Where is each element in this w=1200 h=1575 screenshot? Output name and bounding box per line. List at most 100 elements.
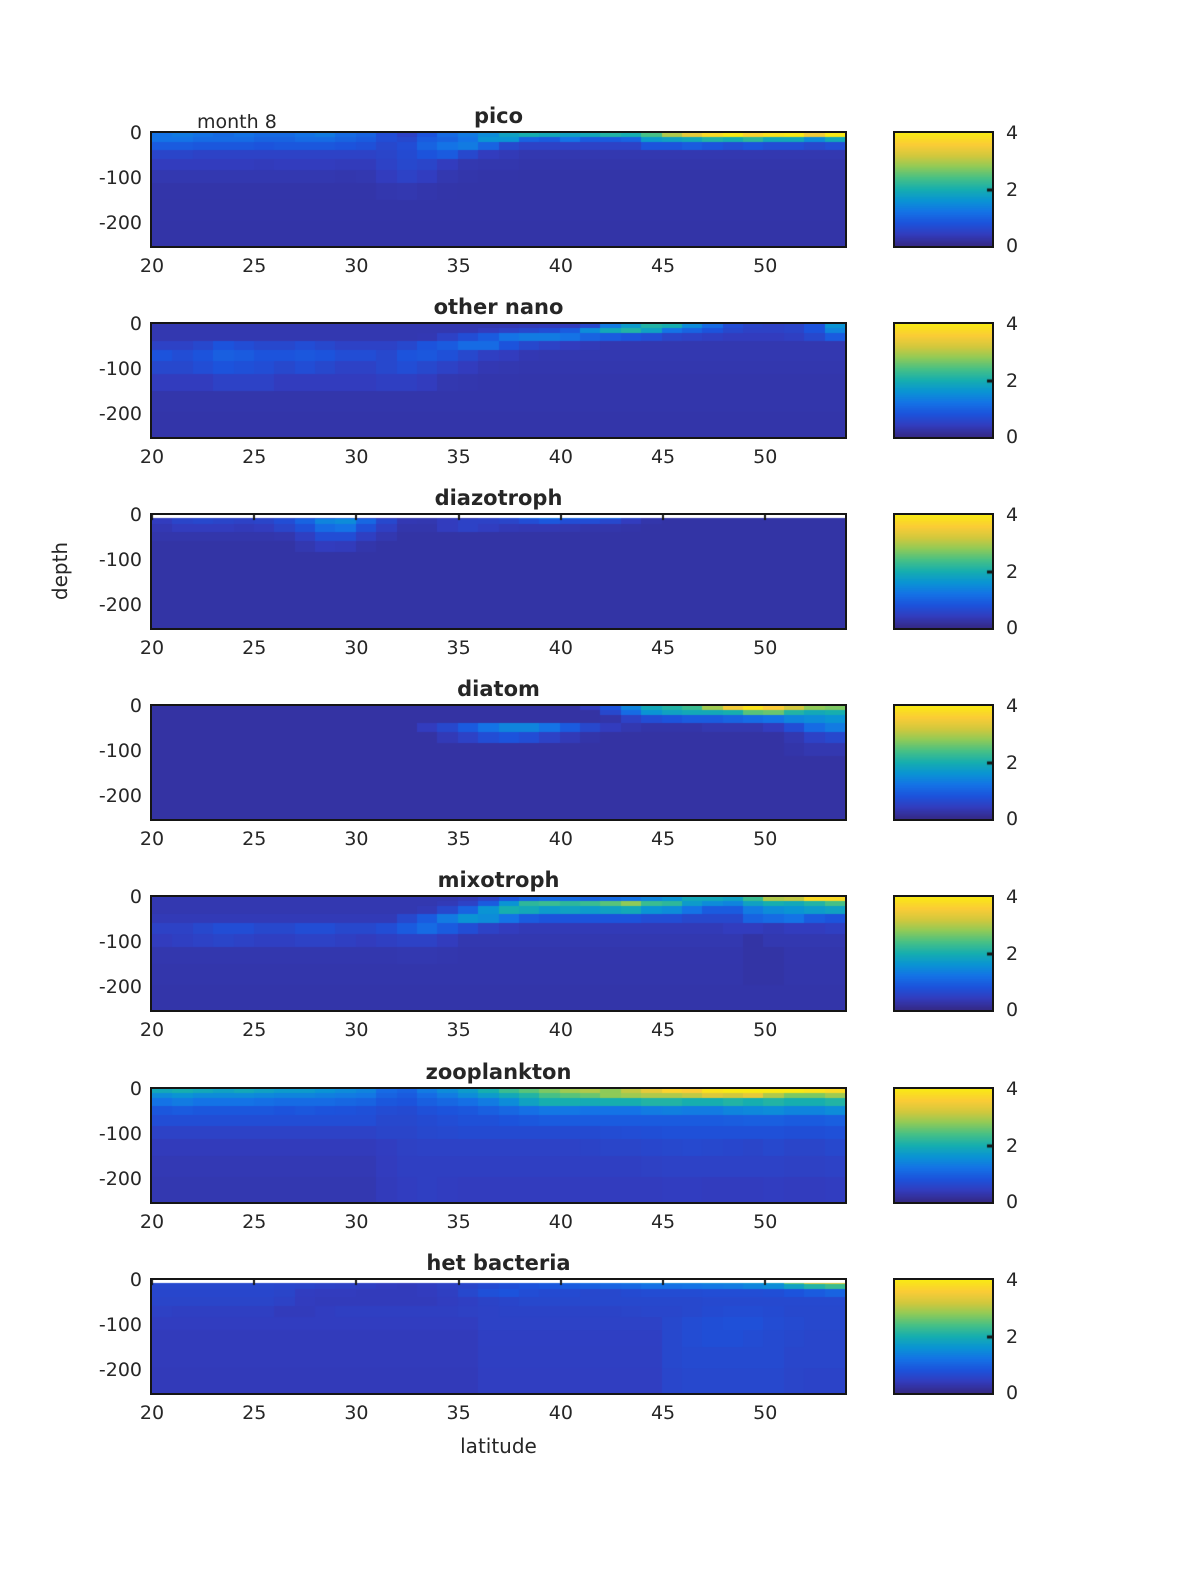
x-tick-label: 25 bbox=[242, 828, 267, 850]
colorbar-gradient-het-bacteria bbox=[895, 1280, 992, 1393]
panel-title-diazotroph: diazotroph bbox=[434, 486, 563, 510]
colorbar-tick-label: 0 bbox=[1006, 999, 1019, 1021]
colorbar-tick-label: 4 bbox=[1006, 1078, 1019, 1100]
x-tick-label: 30 bbox=[344, 828, 369, 850]
month-annotation: month 8 bbox=[197, 111, 277, 133]
y-axis-label: depth bbox=[48, 541, 72, 601]
x-tick-label: 50 bbox=[753, 828, 778, 850]
colorbar-tick-label: 2 bbox=[1006, 369, 1019, 392]
panel-mixotroph bbox=[150, 895, 847, 1012]
x-tick-label: 50 bbox=[753, 1402, 778, 1424]
y-tick-label: -200 bbox=[98, 1359, 142, 1382]
panel-title-het-bacteria: het bacteria bbox=[426, 1251, 571, 1275]
x-tick-label: 40 bbox=[548, 1211, 573, 1233]
colorbar-other-nano bbox=[893, 322, 994, 439]
x-tick-label: 50 bbox=[753, 1211, 778, 1233]
colorbar-gradient-zooplankton bbox=[895, 1089, 992, 1202]
colorbar-tick-label: 2 bbox=[1006, 1325, 1019, 1348]
x-tick-label: 50 bbox=[753, 446, 778, 468]
x-tick-label: 45 bbox=[650, 255, 676, 277]
colorbar-tick-label: 0 bbox=[1006, 1382, 1019, 1404]
panel-het-bacteria bbox=[150, 1278, 847, 1395]
x-tick-label: 35 bbox=[446, 446, 471, 468]
x-tick-label: 30 bbox=[344, 1019, 369, 1041]
colorbar-tick-label: 2 bbox=[1006, 178, 1019, 201]
x-tick-label: 30 bbox=[344, 637, 369, 659]
colorbar-pico bbox=[893, 131, 994, 248]
x-tick-label: 45 bbox=[650, 446, 676, 468]
panel-diatom bbox=[150, 704, 847, 821]
y-tick-label: 0 bbox=[129, 313, 142, 335]
y-tick-label: -100 bbox=[98, 549, 142, 572]
colorbar-tick-label: 4 bbox=[1006, 1269, 1019, 1291]
colorbar-gradient-diatom bbox=[895, 706, 992, 819]
x-tick-label: 30 bbox=[344, 446, 369, 468]
x-tick-label: 20 bbox=[139, 1402, 165, 1424]
x-tick-label: 25 bbox=[242, 255, 267, 277]
heatmap-canvas-het-bacteria bbox=[152, 1280, 845, 1393]
y-tick-label: -200 bbox=[98, 785, 142, 808]
x-tick-label: 35 bbox=[446, 255, 471, 277]
heatmap-canvas-diatom bbox=[152, 706, 845, 819]
x-tick-label: 50 bbox=[753, 637, 778, 659]
colorbar-tick-label: 0 bbox=[1006, 1191, 1019, 1213]
x-tick-label: 45 bbox=[650, 637, 676, 659]
x-axis-label: latitude bbox=[460, 1434, 537, 1458]
x-tick-label: 25 bbox=[242, 637, 267, 659]
x-tick-label: 50 bbox=[753, 1019, 778, 1041]
y-tick-label: -100 bbox=[98, 740, 142, 763]
colorbar-zooplankton bbox=[893, 1087, 994, 1204]
colorbar-mixotroph bbox=[893, 895, 994, 1012]
panel-title-other-nano: other nano bbox=[433, 295, 564, 319]
colorbar-tick-label: 4 bbox=[1006, 313, 1019, 335]
heatmap-canvas-diazotroph bbox=[152, 515, 845, 628]
x-tick-label: 25 bbox=[242, 1402, 267, 1424]
colorbar-diatom bbox=[893, 704, 994, 821]
panel-diazotroph bbox=[150, 513, 847, 630]
x-tick-label: 25 bbox=[242, 1019, 267, 1041]
y-tick-label: 0 bbox=[129, 1078, 142, 1100]
x-tick-label: 40 bbox=[548, 255, 573, 277]
colorbar-tick-label: 0 bbox=[1006, 426, 1019, 448]
x-tick-label: 40 bbox=[548, 1402, 573, 1424]
colorbar-gradient-mixotroph bbox=[895, 897, 992, 1010]
x-tick-label: 40 bbox=[548, 828, 573, 850]
heatmap-canvas-zooplankton bbox=[152, 1089, 845, 1202]
colorbar-tick-label: 4 bbox=[1006, 504, 1019, 526]
x-tick-label: 20 bbox=[139, 1019, 165, 1041]
x-tick-label: 20 bbox=[139, 828, 165, 850]
x-tick-label: 35 bbox=[446, 1019, 471, 1041]
y-tick-label: 0 bbox=[129, 504, 142, 526]
x-tick-label: 50 bbox=[753, 255, 778, 277]
panel-pico bbox=[150, 131, 847, 248]
y-tick-label: -100 bbox=[98, 1123, 142, 1146]
x-tick-label: 45 bbox=[650, 1019, 676, 1041]
colorbar-tick-label: 0 bbox=[1006, 235, 1019, 257]
y-tick-label: 0 bbox=[129, 1269, 142, 1291]
x-tick-label: 20 bbox=[139, 1211, 165, 1233]
y-tick-label: 0 bbox=[129, 122, 142, 144]
x-tick-label: 45 bbox=[650, 1402, 676, 1424]
colorbar-tick-label: 4 bbox=[1006, 695, 1019, 717]
panel-title-zooplankton: zooplankton bbox=[425, 1060, 572, 1084]
colorbar-gradient-pico bbox=[895, 133, 992, 246]
x-tick-label: 20 bbox=[139, 637, 165, 659]
x-tick-label: 35 bbox=[446, 828, 471, 850]
x-tick-label: 45 bbox=[650, 828, 676, 850]
y-tick-label: 0 bbox=[129, 695, 142, 717]
heatmap-canvas-mixotroph bbox=[152, 897, 845, 1010]
x-tick-label: 45 bbox=[650, 1211, 676, 1233]
colorbar-tick-label: 2 bbox=[1006, 560, 1019, 583]
y-tick-label: -200 bbox=[98, 594, 142, 617]
colorbar-tick-label: 0 bbox=[1006, 617, 1019, 639]
colorbar-tick-label: 4 bbox=[1006, 886, 1019, 908]
x-tick-label: 40 bbox=[548, 637, 573, 659]
x-tick-label: 25 bbox=[242, 446, 267, 468]
x-tick-label: 35 bbox=[446, 1402, 471, 1424]
colorbar-tick-label: 2 bbox=[1006, 1134, 1019, 1157]
panel-title-diatom: diatom bbox=[457, 677, 540, 701]
panel-other-nano bbox=[150, 322, 847, 439]
panel-zooplankton bbox=[150, 1087, 847, 1204]
y-tick-label: -200 bbox=[98, 1168, 142, 1191]
